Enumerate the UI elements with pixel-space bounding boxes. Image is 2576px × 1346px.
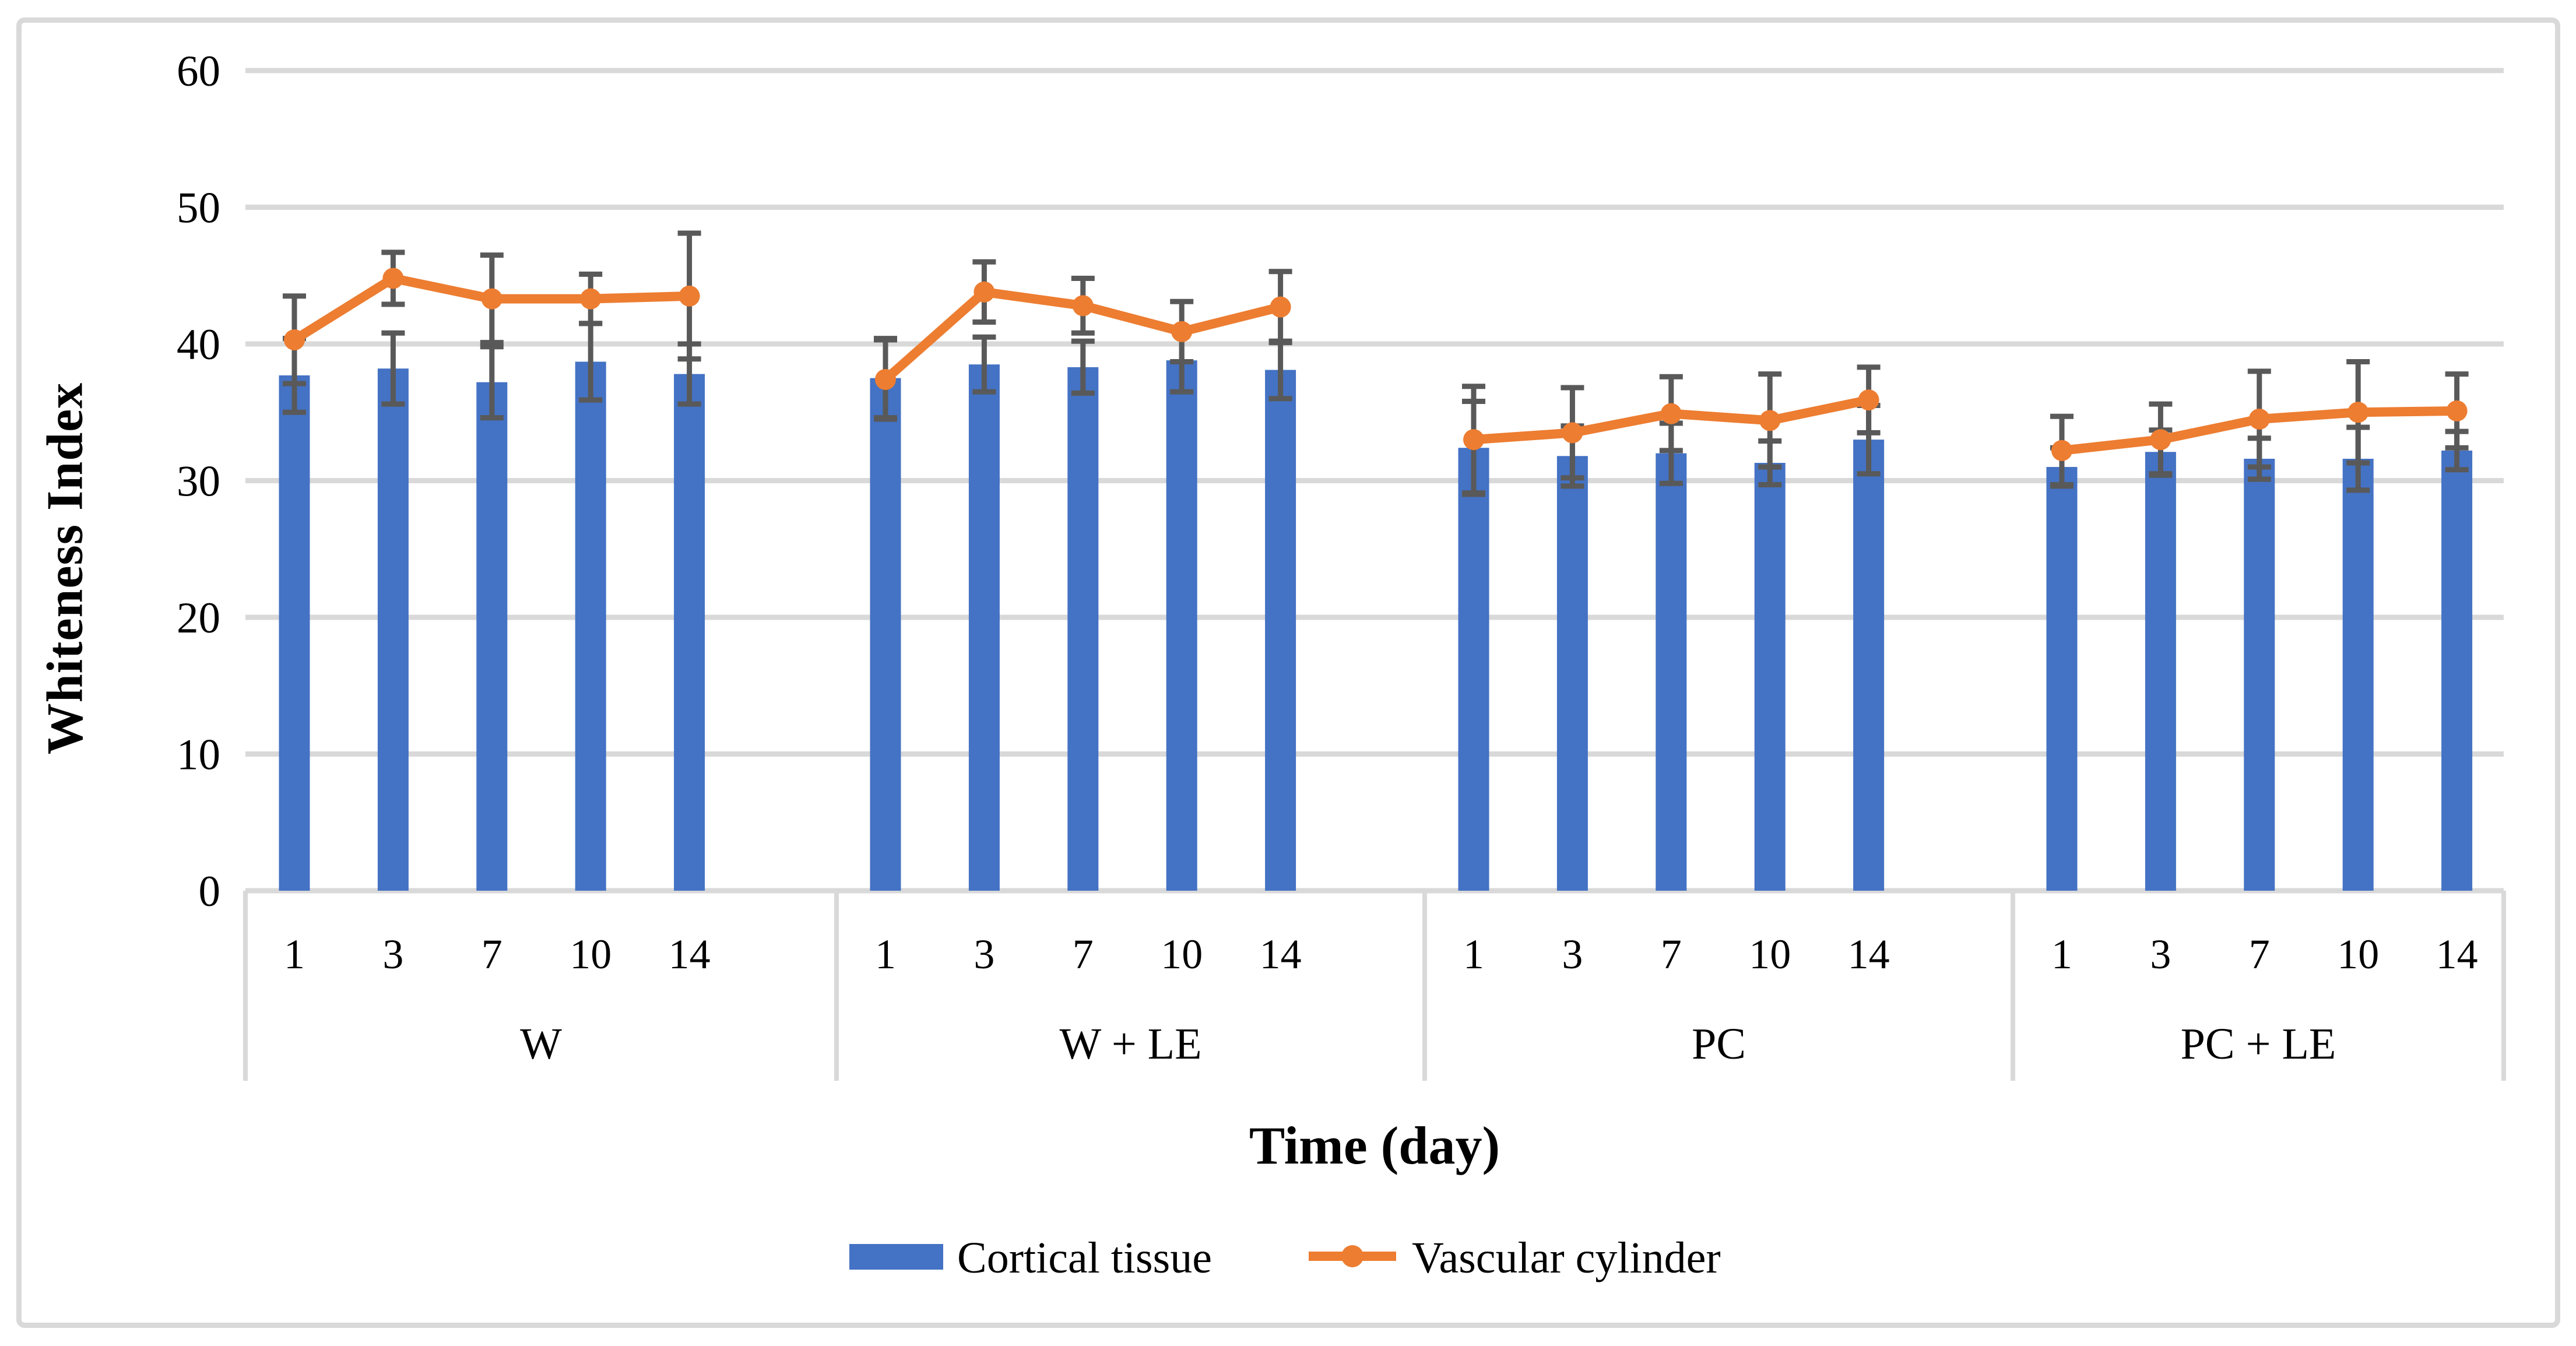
bar-PC-day7 bbox=[1656, 453, 1687, 891]
y-axis-title: Whiteness Index bbox=[37, 382, 94, 755]
bar-PC-day1 bbox=[1458, 448, 1489, 891]
day-label-PC-7: 7 bbox=[1661, 931, 1682, 978]
line-marker-PC + LE-day3 bbox=[2150, 429, 2171, 451]
line-marker-W-day10 bbox=[580, 288, 602, 310]
line-marker-PC-day10 bbox=[1759, 410, 1781, 431]
y-tick-label-10: 10 bbox=[177, 731, 220, 779]
day-label-PC + LE-7: 7 bbox=[2249, 931, 2270, 978]
group-label-W: W bbox=[520, 1020, 562, 1069]
day-label-W-1: 1 bbox=[284, 931, 305, 978]
line-marker-PC + LE-day14 bbox=[2446, 400, 2468, 421]
y-tick-label-60: 60 bbox=[177, 47, 220, 96]
line-marker-PC + LE-day10 bbox=[2347, 402, 2369, 423]
day-label-PC + LE-10: 10 bbox=[2337, 931, 2379, 978]
x-axis-title: Time (day) bbox=[1249, 1116, 1500, 1175]
group-label-PC: PC bbox=[1692, 1020, 1746, 1069]
bar-PC + LE-day1 bbox=[2046, 467, 2078, 891]
bar-PC-day3 bbox=[1556, 456, 1588, 891]
line-marker-PC-day14 bbox=[1858, 389, 1879, 411]
line-marker-PC-day7 bbox=[1660, 403, 1682, 424]
y-tick-label-30: 30 bbox=[177, 458, 220, 506]
day-label-PC-14: 14 bbox=[1848, 931, 1890, 978]
day-label-W-7: 7 bbox=[482, 931, 502, 978]
legend-swatch-cortical-tissue bbox=[849, 1244, 943, 1270]
day-label-PC-1: 1 bbox=[1463, 931, 1484, 978]
line-marker-W-day3 bbox=[382, 268, 404, 289]
bar-W + LE-day3 bbox=[968, 364, 1000, 891]
bar-PC + LE-day3 bbox=[2145, 452, 2176, 891]
legend-label-cortical-tissue: Cortical tissue bbox=[957, 1233, 1212, 1282]
group-label-W + LE: W + LE bbox=[1059, 1020, 1201, 1069]
bar-W + LE-day1 bbox=[870, 378, 901, 891]
bar-W-day1 bbox=[279, 375, 310, 891]
day-label-PC-10: 10 bbox=[1749, 931, 1791, 978]
day-label-PC-3: 3 bbox=[1562, 931, 1583, 978]
y-tick-label-40: 40 bbox=[177, 321, 220, 369]
bar-W-day14 bbox=[674, 374, 705, 891]
bar-PC + LE-day14 bbox=[2441, 450, 2473, 891]
line-marker-W + LE-day14 bbox=[1270, 296, 1291, 318]
bar-W + LE-day7 bbox=[1067, 367, 1099, 891]
bar-W + LE-day10 bbox=[1166, 360, 1197, 891]
line-marker-W + LE-day10 bbox=[1171, 321, 1193, 342]
group-label-PC + LE: PC + LE bbox=[2181, 1020, 2336, 1069]
bar-PC-day10 bbox=[1754, 463, 1786, 891]
line-marker-W + LE-day3 bbox=[974, 281, 995, 303]
y-tick-label-0: 0 bbox=[199, 867, 221, 916]
bar-W-day10 bbox=[575, 361, 606, 891]
bar-PC + LE-day7 bbox=[2244, 458, 2275, 891]
day-label-W + LE-7: 7 bbox=[1073, 931, 1094, 978]
legend-marker-icon bbox=[1341, 1245, 1363, 1267]
day-label-PC + LE-3: 3 bbox=[2150, 931, 2171, 978]
day-label-W-14: 14 bbox=[669, 931, 711, 978]
bar-W-day7 bbox=[476, 382, 508, 891]
line-marker-PC + LE-day7 bbox=[2248, 408, 2270, 430]
day-label-W + LE-14: 14 bbox=[1260, 931, 1302, 978]
day-label-W-3: 3 bbox=[382, 931, 403, 978]
day-label-W-10: 10 bbox=[570, 931, 612, 978]
day-label-PC + LE-14: 14 bbox=[2436, 931, 2478, 978]
bar-W + LE-day14 bbox=[1265, 370, 1296, 891]
day-label-W + LE-3: 3 bbox=[974, 931, 994, 978]
line-marker-W-day1 bbox=[284, 329, 305, 350]
line-marker-W-day7 bbox=[481, 288, 502, 310]
y-tick-label-20: 20 bbox=[177, 594, 220, 642]
y-tick-label-50: 50 bbox=[177, 184, 220, 233]
bar-PC-day14 bbox=[1853, 440, 1885, 891]
legend-label-vascular-cylinder: Vascular cylinder bbox=[1412, 1233, 1721, 1282]
day-label-W + LE-10: 10 bbox=[1161, 931, 1203, 978]
line-marker-PC + LE-day1 bbox=[2051, 440, 2072, 461]
line-marker-W + LE-day7 bbox=[1072, 295, 1094, 317]
day-label-W + LE-1: 1 bbox=[875, 931, 896, 978]
line-marker-PC-day1 bbox=[1463, 429, 1484, 451]
bar-W-day3 bbox=[377, 368, 409, 891]
line-marker-W-day14 bbox=[679, 285, 700, 307]
line-marker-W + LE-day1 bbox=[875, 368, 896, 390]
bar-PC + LE-day10 bbox=[2342, 458, 2374, 891]
line-marker-PC-day3 bbox=[1562, 422, 1583, 444]
day-label-PC + LE-1: 1 bbox=[2051, 931, 2072, 978]
